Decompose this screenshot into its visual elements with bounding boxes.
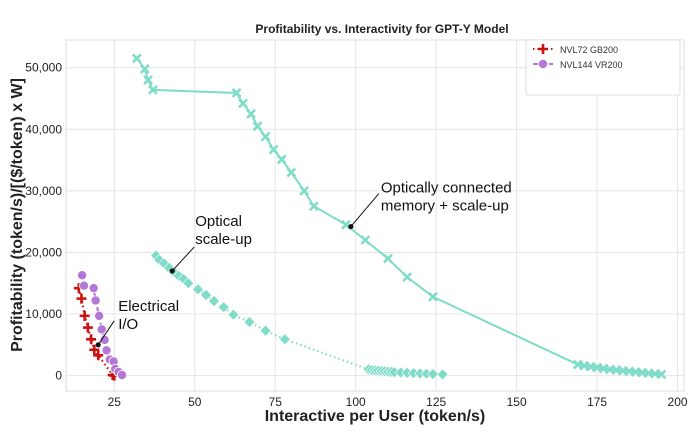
data-point — [246, 108, 256, 119]
data-point — [243, 316, 256, 328]
x-tick-label: 175 — [587, 395, 607, 409]
tick-labels: 25 50 75 100 125 150 175 200 0 10,000 20,000 30,000… — [25, 61, 688, 409]
data-point — [286, 167, 297, 178]
x-tick-label: 200 — [668, 395, 688, 409]
data-point — [79, 280, 90, 291]
data-point — [93, 350, 104, 361]
data-point — [76, 293, 87, 304]
data-point — [153, 253, 166, 266]
chart-title: Profitability vs. Interactivity for GPT-… — [255, 22, 508, 36]
y-tick-label: 50,000 — [25, 61, 62, 75]
data-point — [192, 283, 204, 296]
legend-marker — [538, 44, 548, 54]
y-axis-label: Profitability (token/s)/[($/token) x W] — [9, 78, 26, 352]
x-tick-label: 25 — [108, 395, 122, 409]
y-tick-label: 20,000 — [25, 245, 62, 259]
data-point — [117, 369, 128, 380]
series-line-0 — [77, 287, 115, 377]
annotation-text: scale-up — [195, 231, 252, 248]
annotation-text: Electrical — [118, 298, 179, 315]
y-tick-label: 10,000 — [25, 307, 62, 321]
data-point — [208, 295, 220, 308]
x-tick-label: 125 — [426, 395, 446, 409]
legend: NVL72 GB200 NVL144 VR200 — [525, 39, 681, 96]
annotation-text: I/O — [118, 316, 138, 333]
data-point — [402, 272, 413, 282]
data-point — [139, 64, 150, 74]
data-point — [299, 185, 310, 196]
data-point — [227, 308, 240, 321]
annotation-leader — [97, 320, 115, 346]
data-point — [90, 295, 101, 306]
annotation-point — [348, 223, 354, 230]
data-point — [252, 121, 263, 132]
data-point — [96, 324, 107, 335]
data-point — [147, 84, 158, 95]
data-point — [101, 345, 112, 356]
data-point — [436, 368, 449, 381]
annotation-point — [95, 342, 101, 348]
data-point — [238, 98, 248, 109]
data-point — [94, 310, 105, 321]
data-point — [308, 201, 319, 212]
legend-marker — [538, 59, 549, 70]
data-point — [131, 53, 142, 64]
data-point — [360, 235, 371, 246]
data-point — [276, 154, 287, 165]
data-point — [259, 324, 272, 337]
data-point — [382, 253, 393, 264]
data-point — [77, 270, 88, 281]
x-tick-label: 75 — [269, 395, 283, 409]
annotation-leader — [171, 246, 195, 272]
y-tick-label: 0 — [55, 369, 62, 383]
series-markers — [73, 53, 667, 381]
data-point — [143, 75, 153, 85]
data-point — [268, 144, 279, 155]
y-tick-label: 30,000 — [25, 184, 62, 198]
data-point — [88, 283, 99, 294]
data-point — [79, 310, 90, 321]
x-axis-label: Interactive per User (token/s) — [265, 408, 486, 425]
annotation-text: Optically connected — [381, 180, 512, 197]
x-tick-label: 150 — [507, 395, 527, 409]
y-tick-label: 40,000 — [25, 122, 62, 136]
legend-box — [525, 39, 681, 96]
data-point — [89, 344, 100, 355]
annotation-text: Optical — [195, 213, 242, 230]
data-point — [86, 334, 97, 345]
x-tick-label: 50 — [188, 395, 202, 409]
data-point — [278, 333, 291, 346]
data-point — [82, 322, 93, 333]
gridlines — [66, 40, 684, 391]
data-point — [656, 369, 667, 380]
data-point — [427, 368, 439, 380]
data-point — [231, 88, 242, 98]
data-point — [182, 277, 195, 290]
data-point — [158, 257, 171, 270]
data-point — [260, 131, 271, 142]
annotation-leader — [350, 193, 380, 227]
data-point — [217, 301, 230, 314]
series-line-2 — [155, 254, 443, 376]
x-tick-label: 100 — [346, 395, 366, 409]
data-point — [200, 289, 212, 301]
legend-label-nvl72: NVL72 GB200 — [560, 45, 618, 55]
plot-area — [65, 39, 685, 392]
annotation-point — [169, 268, 175, 274]
legend-label-nvl144: NVL144 VR200 — [560, 60, 623, 70]
data-point — [428, 291, 438, 302]
annotation-text: memory + scale-up — [381, 198, 509, 215]
